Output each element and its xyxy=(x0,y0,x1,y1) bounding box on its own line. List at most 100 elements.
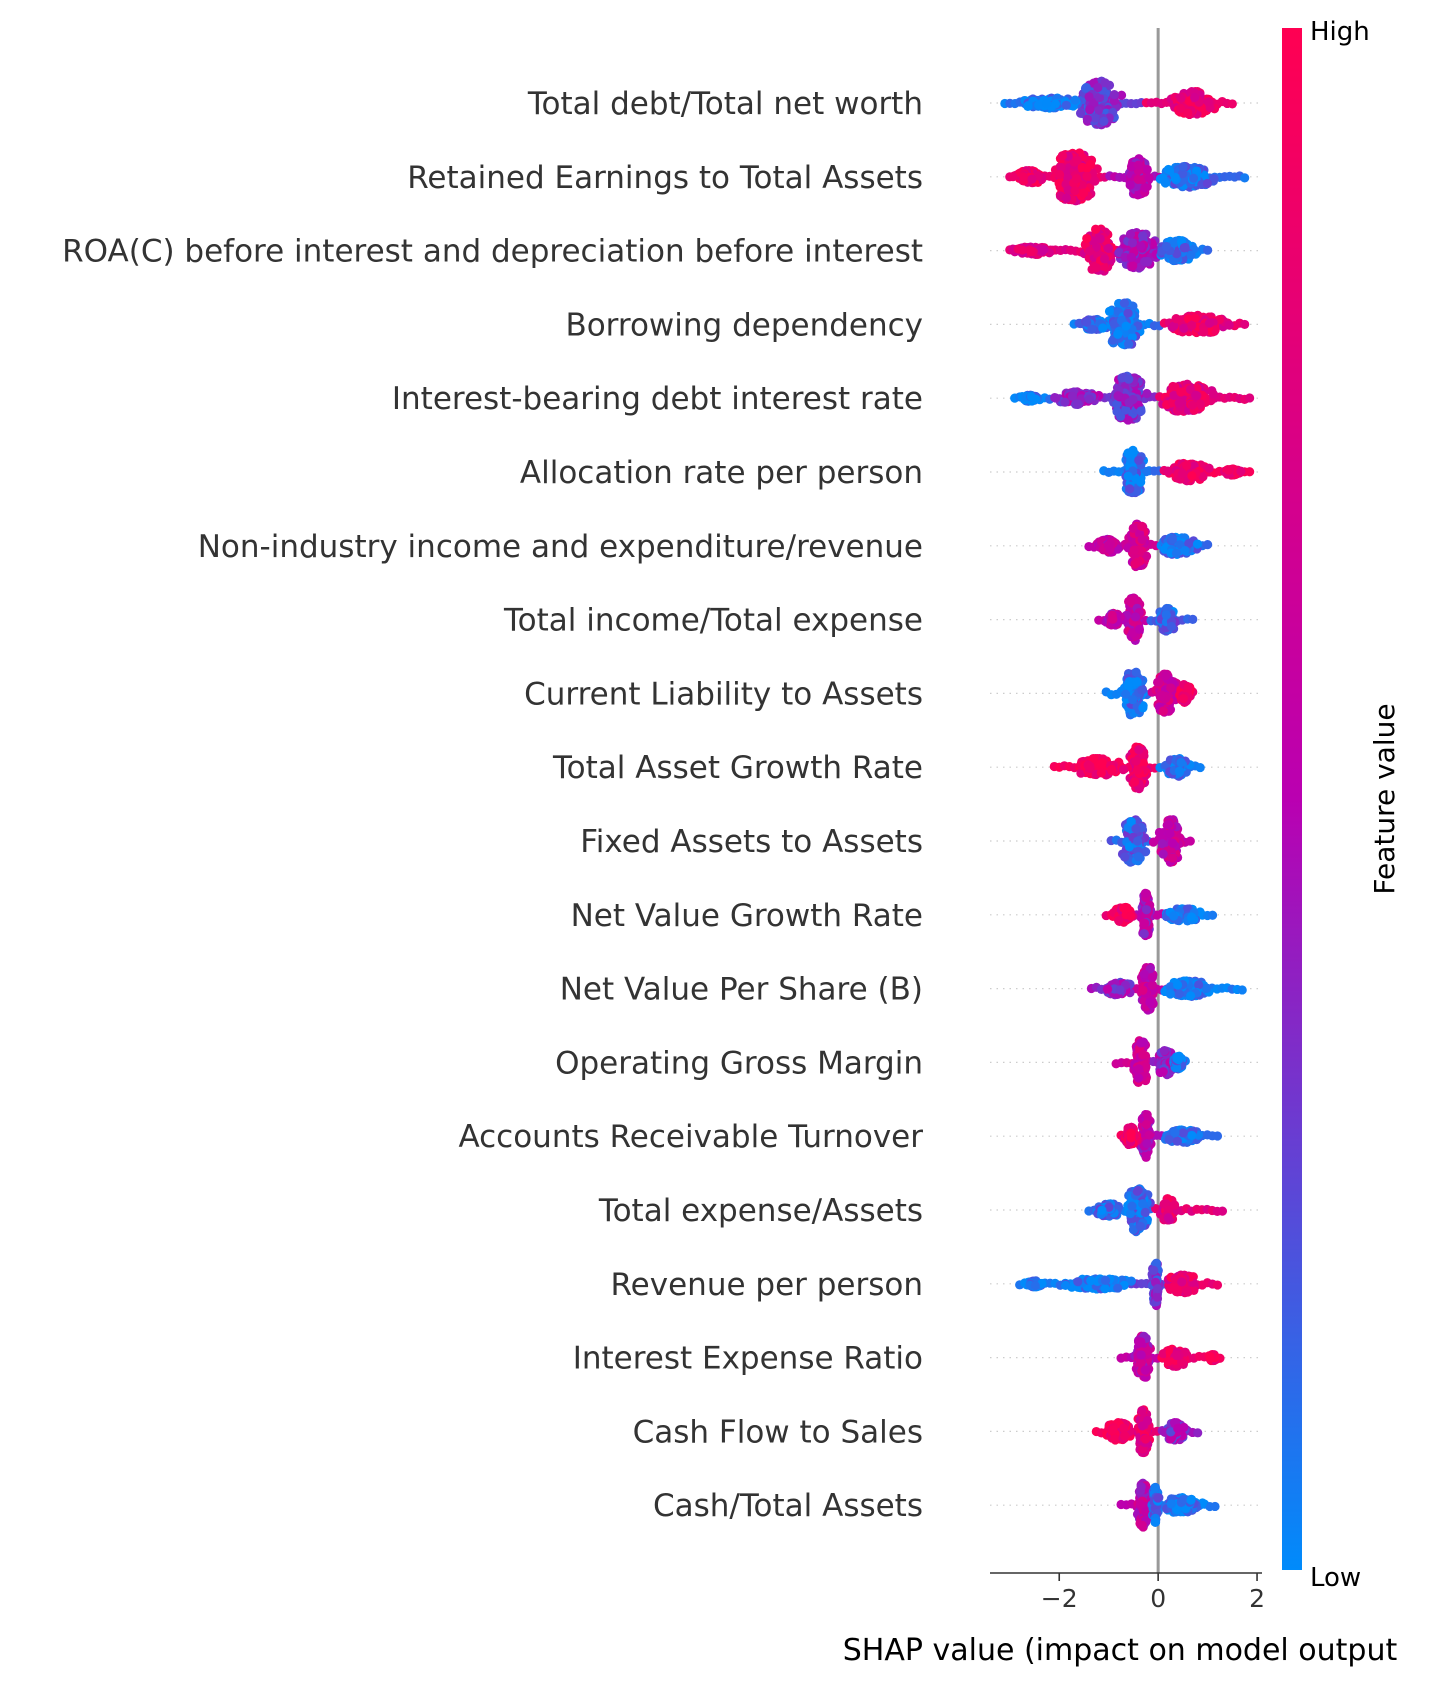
shap-dot xyxy=(1134,1073,1144,1083)
shap-dot xyxy=(1115,411,1126,421)
shap-dot xyxy=(1209,174,1219,184)
shap-dot xyxy=(1128,261,1138,271)
shap-dot xyxy=(1090,113,1100,123)
shap-dot xyxy=(1126,252,1136,262)
feature-row-dots xyxy=(1084,519,1213,572)
shap-dot xyxy=(1123,308,1133,318)
shap-dot xyxy=(1143,256,1153,267)
shap-dot xyxy=(1134,455,1144,465)
shap-dot xyxy=(1186,912,1197,922)
shap-dot xyxy=(1158,1067,1168,1077)
shap-dot xyxy=(1084,394,1094,404)
shap-dot xyxy=(1114,915,1124,926)
shap-dot xyxy=(1166,683,1176,693)
shap-dot xyxy=(1082,114,1092,124)
shap-dot xyxy=(1072,155,1082,165)
shap-dot xyxy=(1139,969,1149,979)
shap-dot xyxy=(1191,390,1201,400)
shap-dot xyxy=(1176,387,1186,397)
shap-dot xyxy=(1131,824,1141,834)
shap-dot xyxy=(1133,836,1143,846)
shap-dot xyxy=(1060,397,1070,407)
shap-dot xyxy=(1195,762,1205,773)
shap-dot xyxy=(1147,972,1158,983)
shap-dot xyxy=(1082,171,1092,181)
shap-dot xyxy=(1142,388,1152,399)
shap-dot xyxy=(1227,99,1237,109)
shap-dot xyxy=(1170,172,1180,183)
shap-dot xyxy=(1157,690,1167,700)
shap-dot xyxy=(1073,399,1083,409)
shap-dot xyxy=(1199,170,1209,180)
shap-dot xyxy=(1008,171,1018,182)
shap-dot xyxy=(1061,193,1072,203)
shap-dot xyxy=(1194,980,1204,990)
shap-dot xyxy=(1178,162,1188,172)
shap-dot xyxy=(1134,745,1144,755)
shap-dot xyxy=(1203,97,1213,107)
shap-dot xyxy=(1018,172,1029,182)
shap-dot xyxy=(1204,318,1215,328)
shap-dot xyxy=(1141,905,1152,915)
shap-dot xyxy=(1084,246,1095,256)
shap-dot xyxy=(1163,164,1174,175)
shap-dot xyxy=(1056,162,1066,173)
shap-dot xyxy=(1202,178,1212,189)
shap-dot xyxy=(1171,548,1182,558)
shap-dot xyxy=(1139,929,1149,939)
shap-dot xyxy=(1137,521,1147,531)
feature-row-dots xyxy=(1000,76,1237,130)
shap-dot xyxy=(1141,1119,1151,1130)
shap-dot xyxy=(1138,1037,1149,1047)
shap-dot xyxy=(1119,298,1130,308)
shap-dot xyxy=(1113,391,1123,401)
feature-row-dots xyxy=(1049,742,1205,794)
shap-dot xyxy=(1082,317,1092,327)
shap-dot xyxy=(1178,169,1188,179)
shap-dot xyxy=(1082,233,1092,244)
shap-dot xyxy=(1096,768,1106,778)
shap-dot xyxy=(1180,545,1190,556)
shap-dot xyxy=(1107,766,1117,776)
feature-row-dots xyxy=(1116,1109,1223,1162)
shap-dot xyxy=(1109,89,1119,100)
shap-dot xyxy=(1124,339,1134,349)
shap-dot xyxy=(1187,471,1197,481)
shap-dot xyxy=(1181,460,1192,470)
shap-dot xyxy=(1203,245,1213,255)
shap-dot xyxy=(1054,169,1065,180)
shap-dot xyxy=(1185,836,1195,846)
shap-dot xyxy=(1131,667,1141,677)
shap-dot xyxy=(1098,323,1108,333)
shap-dot xyxy=(1133,852,1144,862)
shap-dot xyxy=(1075,108,1086,118)
shap-dot xyxy=(1129,545,1139,555)
feature-row-dots xyxy=(1094,593,1198,645)
shap-dot xyxy=(1051,393,1061,403)
shap-dot xyxy=(1245,467,1255,477)
shap-dot xyxy=(1023,101,1033,111)
shap-dot xyxy=(1240,173,1250,183)
shap-dot xyxy=(1129,777,1140,787)
feature-row-dots xyxy=(1086,962,1247,1015)
shap-dot xyxy=(1137,534,1147,544)
shap-dot xyxy=(1042,98,1052,108)
shap-dot xyxy=(1140,918,1150,928)
shap-dot xyxy=(1103,243,1114,253)
shap-dot xyxy=(1203,540,1213,550)
shap-dot xyxy=(1077,162,1087,172)
shap-dot xyxy=(1159,1045,1170,1056)
shap-dot xyxy=(1192,166,1202,176)
feature-row-dots xyxy=(1005,224,1213,276)
shap-dot xyxy=(1085,761,1095,771)
shap-dot xyxy=(1180,242,1190,253)
shap-dot xyxy=(1017,245,1027,255)
shap-dot xyxy=(1124,842,1134,852)
shap-dot xyxy=(1168,911,1179,921)
shap-dot xyxy=(1140,183,1150,193)
shap-dot xyxy=(1125,229,1136,239)
feature-row-dots xyxy=(1111,1036,1190,1087)
shap-dot xyxy=(1192,539,1203,549)
shap-dot xyxy=(1093,106,1103,116)
